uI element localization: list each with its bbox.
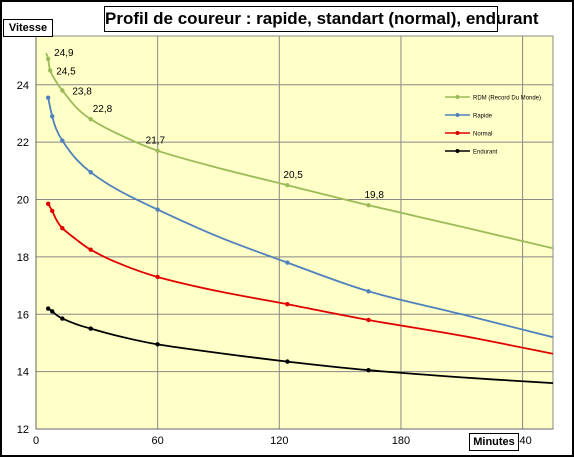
legend-label-endurant: Endurant: [473, 150, 498, 156]
series-line-endurant: [47, 307, 553, 384]
legend-label-normal: Normal: [473, 132, 492, 138]
data-point-endurant: [45, 306, 51, 311]
x-tick-label: 180: [392, 435, 410, 447]
data-point-rdm-record-du-monde: [47, 68, 53, 73]
data-point-rdm-record-du-monde: [366, 203, 371, 208]
y-axis-label: Vitesse: [3, 19, 53, 37]
y-tick-label: 20: [17, 195, 29, 207]
data-point-normal: [88, 247, 93, 252]
plot-layer: 0 60 120 180 2401214161820222424,924,523,822…: [17, 35, 554, 447]
data-point-rapide: [366, 289, 371, 294]
x-axis-label: Minutes: [469, 433, 519, 451]
data-label: 20,5: [283, 170, 303, 181]
data-point-endurant: [155, 342, 160, 347]
data-point-rdm-record-du-monde: [88, 116, 93, 122]
y-tick-label: 14: [17, 367, 29, 379]
y-tick-label: 12: [17, 424, 29, 436]
series-line-normal: [47, 203, 553, 355]
y-tick-label: 24: [17, 80, 29, 92]
plot-area: [35, 35, 554, 430]
legend-marker-normal: [455, 131, 460, 135]
x-tick-label: 0: [33, 435, 39, 447]
data-point-rdm-record-du-monde: [60, 88, 65, 93]
data-point-normal: [366, 317, 371, 323]
legend-marker-rapide: [455, 113, 460, 117]
data-point-normal: [45, 201, 51, 207]
data-point-rdm-record-du-monde: [155, 148, 160, 153]
data-point-endurant: [60, 316, 65, 321]
data-point-endurant: [285, 359, 290, 364]
data-point-normal: [60, 225, 65, 231]
chart-title: Profil de coureur : rapide, standart (no…: [104, 6, 539, 32]
data-label: 19,8: [365, 190, 385, 201]
data-point-rapide: [45, 95, 51, 100]
data-point-endurant: [50, 309, 55, 314]
data-point-rapide: [50, 114, 55, 119]
series-line-rapide: [47, 97, 553, 339]
y-tick-label: 16: [17, 309, 29, 321]
data-point-rapide: [155, 207, 160, 212]
data-point-rapide: [285, 260, 290, 265]
data-point-endurant: [88, 326, 93, 331]
data-point-rapide: [60, 138, 65, 143]
data-label: 24,9: [54, 48, 74, 59]
data-point-rapide: [88, 170, 93, 175]
x-tick-label: 60: [152, 435, 164, 447]
data-label: 23,8: [72, 87, 92, 98]
x-tick-label: 120: [270, 435, 288, 447]
data-point-rdm-record-du-monde: [45, 56, 51, 62]
legend-label-rdm-record-du-monde: RDM (Record Du Monde): [473, 96, 541, 102]
legend-label-rapide: Rapide: [473, 114, 493, 120]
data-point-endurant: [366, 367, 371, 373]
data-label: 21,7: [146, 136, 166, 147]
data-point-normal: [285, 302, 290, 307]
data-point-rdm-record-du-monde: [285, 182, 290, 188]
y-tick-label: 22: [17, 137, 29, 149]
data-label: 24,5: [56, 66, 76, 77]
legend-marker-endurant: [455, 149, 460, 153]
data-label: 22,8: [93, 104, 113, 115]
data-point-normal: [155, 274, 160, 280]
y-tick-label: 18: [17, 252, 29, 264]
data-point-normal: [50, 208, 55, 214]
legend-marker-rdm-record-du-monde: [455, 95, 460, 99]
